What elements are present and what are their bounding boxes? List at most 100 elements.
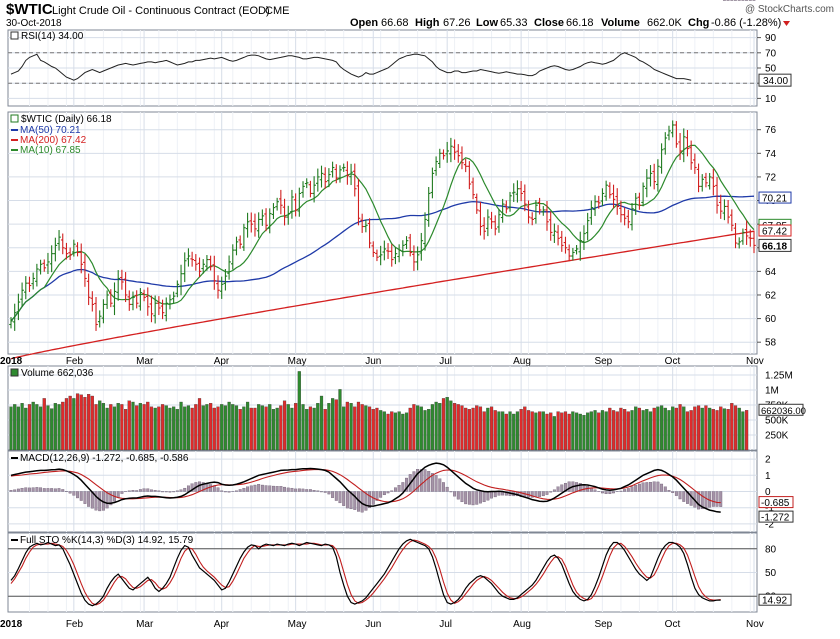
volume-bar bbox=[309, 407, 312, 450]
volume-bar bbox=[28, 404, 31, 450]
macd-hist-bar bbox=[47, 488, 50, 491]
volume-bar bbox=[468, 409, 471, 450]
volume-bar bbox=[398, 412, 401, 450]
volume-bar bbox=[579, 414, 582, 450]
month-label-oct: Oct bbox=[665, 619, 681, 630]
macd-hist-bar bbox=[283, 487, 286, 491]
macd-hist-bar bbox=[261, 485, 264, 491]
volume-bar bbox=[527, 410, 530, 450]
macd-hist-bar bbox=[679, 492, 682, 500]
macd-hist-bar bbox=[291, 488, 294, 491]
month-label-may: May bbox=[288, 619, 307, 630]
macd-hist-bar bbox=[398, 485, 401, 491]
macd-hist-bar bbox=[121, 492, 124, 494]
volume-bar bbox=[656, 407, 659, 450]
macd-hist-bar bbox=[731, 0, 734, 1]
volume-bar bbox=[376, 408, 379, 450]
volume-bar bbox=[235, 406, 238, 450]
volume-bar bbox=[693, 407, 696, 450]
volume-bar bbox=[594, 410, 597, 450]
macd-hist-bar bbox=[664, 487, 667, 492]
month-label-aug: Aug bbox=[513, 356, 531, 367]
volume-bar bbox=[505, 414, 508, 450]
volume-tick-label: 1M bbox=[765, 386, 779, 397]
volume-bar bbox=[483, 412, 486, 450]
macd-hist-bar bbox=[39, 488, 42, 492]
volume-bar bbox=[401, 414, 404, 450]
volume-bar bbox=[546, 414, 549, 450]
price-tick-label: 76 bbox=[765, 125, 777, 136]
macd-hist-bar bbox=[546, 492, 549, 495]
volume-bar bbox=[645, 409, 648, 450]
macd-hist-bar bbox=[450, 492, 453, 493]
macd-hist-bar bbox=[379, 492, 382, 498]
volume-bar bbox=[538, 412, 541, 450]
volume-bar bbox=[246, 402, 249, 450]
macd-hist-bar bbox=[453, 492, 456, 497]
volume-bar bbox=[342, 407, 345, 450]
macd-hist-bar bbox=[161, 492, 164, 493]
volume-bar bbox=[113, 407, 116, 450]
macd-hist-bar bbox=[472, 492, 475, 505]
macd-hist-bar bbox=[705, 492, 708, 508]
macd-hist-bar bbox=[50, 488, 53, 491]
macd-hist-bar bbox=[257, 484, 260, 491]
volume-bar bbox=[660, 406, 663, 450]
volume-bar bbox=[283, 401, 286, 450]
macd-hist-bar bbox=[734, 0, 737, 1]
volume-bar bbox=[198, 398, 201, 450]
macd-hist-bar bbox=[139, 489, 142, 491]
volume-bar bbox=[150, 407, 153, 450]
volume-bar bbox=[608, 408, 611, 450]
volume-bar bbox=[368, 407, 371, 450]
volume-bar bbox=[109, 404, 112, 450]
ohlc-legend-icon bbox=[11, 115, 18, 122]
macd-hist-bar bbox=[305, 489, 308, 491]
macd-hist-bar bbox=[402, 482, 405, 491]
volume-bar bbox=[58, 404, 61, 450]
macd-hist-bar bbox=[682, 492, 685, 502]
price-tick-label: 62 bbox=[765, 290, 777, 301]
volume-bar bbox=[80, 395, 83, 450]
macd-hist-bar bbox=[335, 492, 338, 501]
volume-label: Volume bbox=[601, 17, 640, 29]
volume-bar bbox=[605, 412, 608, 450]
volume-bar bbox=[723, 409, 726, 450]
macd-hist-bar bbox=[427, 471, 430, 491]
macd-hist-bar bbox=[309, 489, 312, 491]
volume-bar bbox=[586, 413, 589, 450]
macd-hist-bar bbox=[535, 492, 538, 497]
macd-hist-bar bbox=[483, 492, 486, 502]
macd-hist-bar bbox=[320, 492, 323, 493]
macd-hist-bar bbox=[612, 492, 615, 494]
volume-bar bbox=[612, 410, 615, 450]
chg-value: -0.86 (-1.28%) bbox=[711, 17, 781, 29]
volume-bar bbox=[534, 413, 537, 450]
macd-hist-bar bbox=[675, 492, 678, 496]
volume-bar bbox=[135, 406, 138, 450]
macd-hist-bar bbox=[328, 492, 331, 495]
chart-header: $WTIC Light Crude Oil - Continuous Contr… bbox=[6, 1, 834, 29]
volume-bar bbox=[438, 403, 441, 450]
month-label-2018: 2018 bbox=[0, 356, 23, 367]
volume-bar bbox=[394, 413, 397, 450]
macd-hist-bar bbox=[413, 472, 416, 492]
macd-hist-bar bbox=[590, 488, 593, 491]
macd-hist-bar bbox=[668, 490, 671, 491]
macd-hist-bar bbox=[169, 492, 172, 493]
volume-bar bbox=[250, 408, 253, 450]
macd-hist-bar bbox=[165, 492, 168, 493]
macd-hist-bar bbox=[609, 492, 612, 494]
macd-hist-bar bbox=[753, 0, 756, 1]
macd-hist-bar bbox=[631, 487, 634, 492]
macd-hist-bar bbox=[13, 490, 16, 492]
close-value: 66.18 bbox=[566, 17, 594, 29]
macd-hist-bar bbox=[594, 490, 597, 492]
macd-hist-bar bbox=[742, 0, 745, 1]
rsi-tick-label: 50 bbox=[765, 64, 777, 75]
volume-bar bbox=[294, 403, 297, 450]
volume-bar bbox=[668, 410, 671, 450]
